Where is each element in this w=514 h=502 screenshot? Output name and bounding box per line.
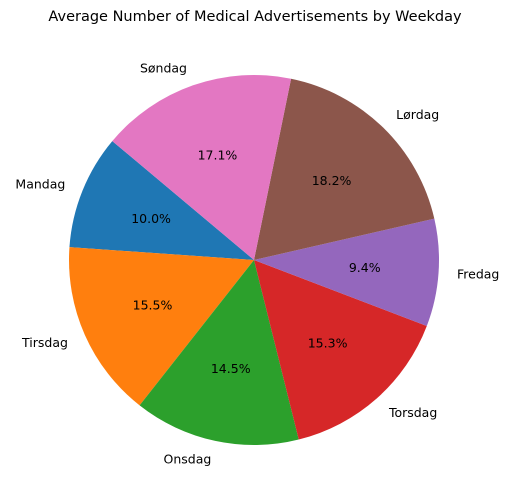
pie-slices [69,75,439,445]
pie-category-label: Fredag [457,267,499,282]
chart-title: Average Number of Medical Advertisements… [48,9,462,25]
pie-category-label: Lørdag [396,107,439,122]
pie-category-label: Søndag [140,60,187,75]
pie-category-label: Tirsdag [21,335,68,350]
pie-percent-label: 15.5% [133,297,173,312]
pie-percent-label: 9.4% [349,260,381,275]
pie-percent-label: 14.5% [211,361,251,376]
pie-category-label: Mandag [15,176,65,191]
pie-category-label: Torsdag [388,405,437,420]
pie-percent-label: 18.2% [312,173,352,188]
pie-percent-label: 10.0% [131,211,171,226]
pie-percent-label: 15.3% [308,336,348,351]
pie-category-label: Onsdag [164,451,212,466]
pie-percent-label: 17.1% [198,148,238,163]
